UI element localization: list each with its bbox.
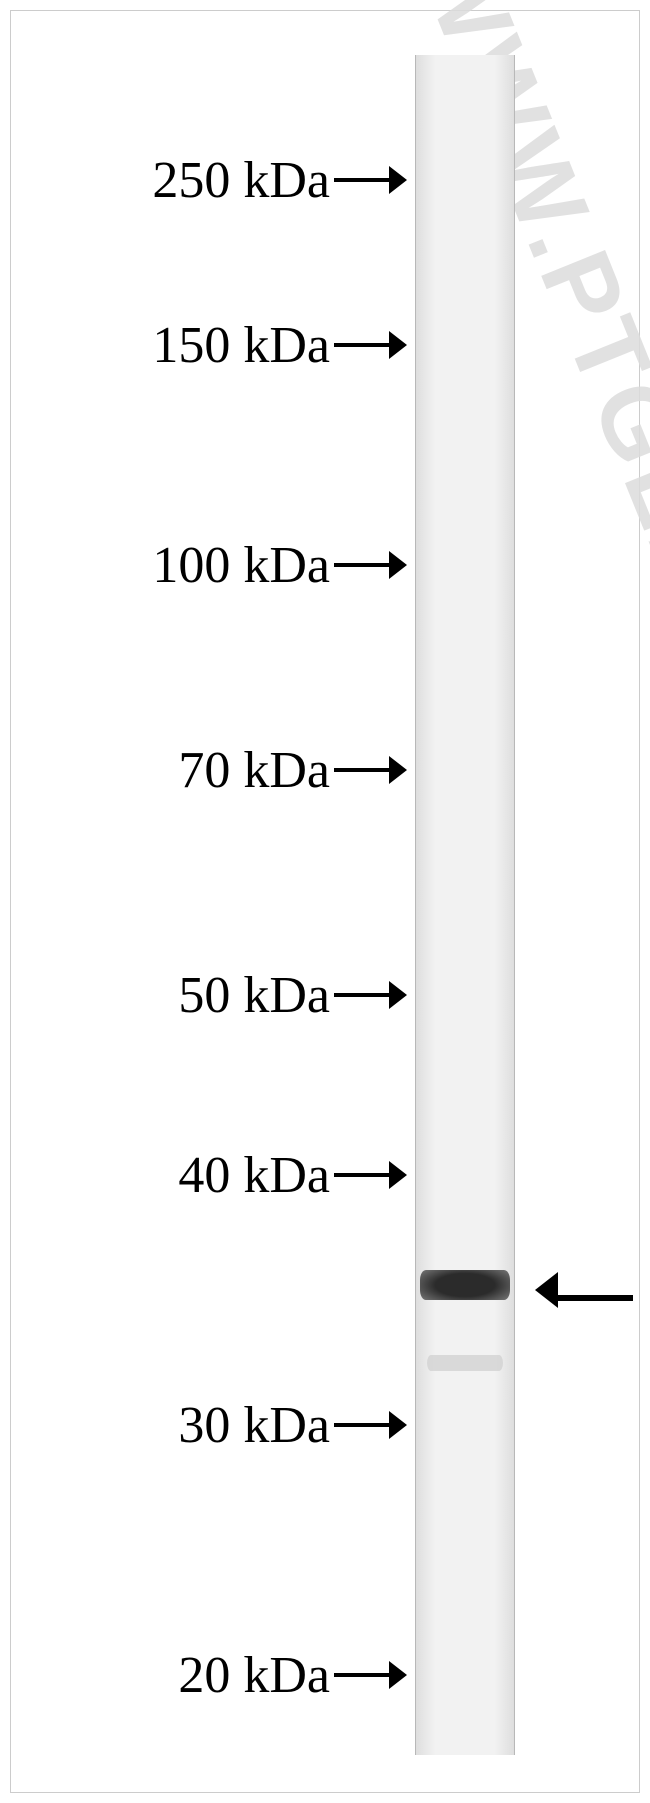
mw-marker-label: 250 kDa — [0, 151, 330, 210]
mw-marker-arrow-icon — [334, 981, 407, 1009]
blot-canvas: WWW.PTGLAB.COM 250 kDa150 kDa100 kDa70 k… — [0, 0, 650, 1803]
mw-marker: 150 kDa — [0, 319, 407, 371]
mw-marker-label: 100 kDa — [0, 536, 330, 595]
mw-marker-label: 150 kDa — [0, 316, 330, 375]
mw-marker-arrow-icon — [334, 1411, 407, 1439]
mw-marker-arrow-icon — [334, 1161, 407, 1189]
mw-marker-label: 70 kDa — [0, 741, 330, 800]
mw-marker-arrow-icon — [334, 551, 407, 579]
mw-marker-label: 30 kDa — [0, 1396, 330, 1455]
blot-lane — [415, 55, 515, 1755]
mw-marker-arrow-icon — [334, 166, 407, 194]
mw-marker-arrow-icon — [334, 756, 407, 784]
mw-marker-label: 50 kDa — [0, 966, 330, 1025]
mw-marker: 100 kDa — [0, 539, 407, 591]
mw-marker: 250 kDa — [0, 154, 407, 206]
mw-marker-label: 20 kDa — [0, 1646, 330, 1705]
mw-marker-arrow-icon — [334, 1661, 407, 1689]
arrow-shaft — [558, 1295, 633, 1301]
arrow-head-left-icon — [535, 1272, 558, 1308]
mw-marker-label: 40 kDa — [0, 1146, 330, 1205]
protein-band-main — [420, 1270, 510, 1300]
mw-marker: 40 kDa — [0, 1149, 407, 1201]
mw-marker-arrow-icon — [334, 331, 407, 359]
mw-marker: 70 kDa — [0, 744, 407, 796]
mw-marker: 50 kDa — [0, 969, 407, 1021]
image-bounding-box — [10, 10, 640, 1793]
protein-band-faint — [427, 1355, 503, 1371]
mw-marker: 20 kDa — [0, 1649, 407, 1701]
band-indicator-arrow — [535, 1272, 633, 1308]
mw-marker: 30 kDa — [0, 1399, 407, 1451]
